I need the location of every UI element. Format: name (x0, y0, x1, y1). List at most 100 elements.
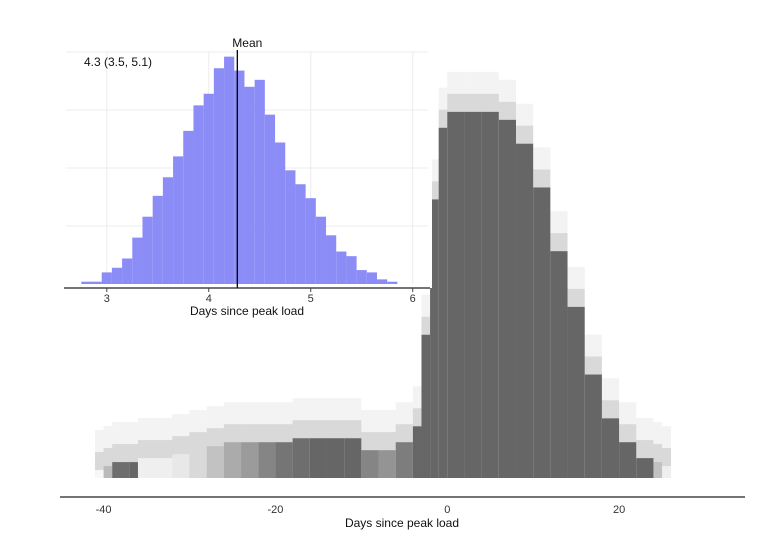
histogram-bar (315, 216, 327, 284)
band-halo-inner (95, 452, 104, 471)
band-column (361, 450, 379, 478)
band-halo-inner (223, 424, 242, 443)
band-halo-inner (550, 233, 568, 252)
band-halo-inner (584, 356, 602, 375)
inset-x-tick-label: 6 (410, 293, 416, 305)
histogram-bar (173, 156, 184, 284)
band-column (309, 438, 327, 478)
band-column (447, 111, 465, 478)
inset-bars (81, 56, 398, 285)
band-halo-inner (481, 93, 499, 112)
band-halo-inner (567, 288, 585, 307)
band-column (258, 442, 276, 478)
main-x-tick-label: 20 (613, 504, 625, 516)
band-halo (112, 422, 130, 463)
band-halo-inner (241, 424, 259, 443)
band-halo (206, 406, 224, 447)
band-halo-inner (258, 424, 276, 443)
inset-x-ticks: 3 4 5 6 (104, 288, 416, 305)
band-halo-inner (395, 424, 413, 443)
histogram-bar (111, 267, 123, 284)
band-halo (137, 418, 173, 459)
histogram-bar (295, 184, 306, 284)
band-column (326, 438, 345, 478)
band-column (344, 438, 362, 478)
band-column (395, 442, 413, 478)
band-halo (498, 79, 516, 120)
band-halo (421, 294, 431, 335)
histogram-bar (377, 279, 388, 284)
band-halo (326, 398, 345, 439)
histogram-bar (326, 235, 337, 284)
band-column (550, 251, 568, 478)
estimate-annotation: 4.3 (3.5, 5.1) (84, 55, 152, 69)
band-column (292, 438, 310, 478)
band-halo (619, 402, 637, 443)
band-halo-inner (112, 444, 130, 463)
band-halo-inner (189, 432, 207, 451)
band-halo-inner (412, 408, 422, 427)
histogram-bar (366, 272, 378, 284)
histogram-bar (264, 114, 276, 284)
histogram-bar (285, 170, 296, 284)
histogram-bar (101, 272, 112, 284)
main-bands (95, 71, 672, 479)
histogram-bar (122, 258, 133, 284)
band-column (636, 458, 654, 478)
histogram-bar (346, 256, 357, 284)
histogram-bar (244, 86, 255, 284)
band-halo (129, 422, 138, 463)
main-x-tick-label: 0 (444, 504, 450, 516)
band-halo-inner (601, 400, 620, 419)
band-column (567, 306, 585, 478)
band-column (481, 111, 499, 478)
band-halo-inner (361, 432, 379, 451)
inset-x-tick-label: 3 (104, 293, 110, 305)
band-column (421, 334, 431, 478)
histogram-bar (305, 198, 316, 284)
band-column (103, 466, 113, 478)
band-halo-inner (309, 420, 327, 439)
band-halo (662, 426, 672, 467)
histogram-bar (224, 56, 235, 284)
histogram-bar (254, 79, 265, 284)
band-column (223, 442, 242, 478)
inset-x-axis-title: Days since peak load (190, 304, 304, 318)
histogram-bar (91, 281, 102, 284)
band-halo-inner (438, 109, 448, 128)
histogram-bar (183, 130, 194, 284)
band-column (172, 454, 190, 478)
band-column (95, 470, 104, 478)
band-halo (344, 398, 362, 439)
band-halo-inner (344, 420, 362, 439)
histogram-bar (387, 281, 398, 284)
band-column (662, 466, 672, 478)
band-halo-inner (275, 424, 293, 443)
band-halo-inner (464, 93, 482, 112)
band-halo (378, 410, 396, 451)
band-halo (550, 211, 568, 252)
band-halo-inner (421, 316, 431, 335)
band-halo (309, 398, 327, 439)
band-halo-inner (137, 440, 173, 459)
band-halo (653, 422, 663, 463)
band-column (619, 442, 637, 478)
band-column (129, 462, 138, 478)
histogram-bar (193, 105, 204, 284)
band-halo (515, 103, 534, 144)
band-column (137, 458, 173, 478)
inset-x-tick-label: 5 (308, 293, 314, 305)
band-halo (172, 414, 190, 455)
band-halo (464, 71, 482, 112)
band-halo (258, 402, 276, 443)
band-halo-inner (326, 420, 345, 439)
band-halo (361, 410, 379, 451)
band-halo (430, 159, 439, 200)
band-halo-inner (533, 169, 551, 188)
histogram-bar (336, 251, 347, 284)
band-halo (189, 410, 207, 451)
main-x-axis-title: Days since peak load (345, 516, 459, 530)
band-halo-inner (662, 448, 672, 467)
